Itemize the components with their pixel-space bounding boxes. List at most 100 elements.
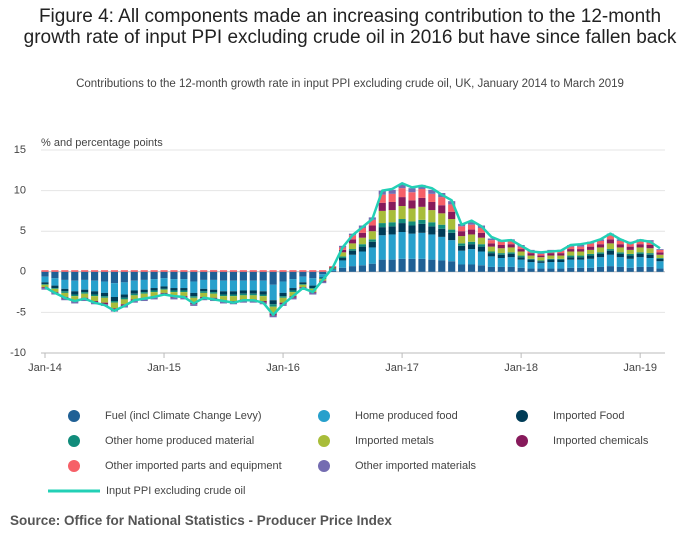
- bar: [110, 302, 119, 309]
- bar: [577, 255, 585, 258]
- bar: [368, 241, 376, 248]
- bar: [120, 282, 128, 295]
- bar: [339, 260, 347, 268]
- bar: [408, 192, 416, 201]
- bar: [339, 256, 347, 258]
- bar: [61, 271, 69, 280]
- y-tick-label: 15: [14, 144, 26, 156]
- bar: [81, 270, 89, 272]
- bar: [438, 228, 446, 237]
- bar: [408, 208, 416, 222]
- bar: [279, 281, 287, 293]
- bar: [100, 281, 109, 293]
- bar: [41, 284, 49, 288]
- bar: [130, 293, 138, 296]
- bar: [279, 270, 287, 272]
- bar: [219, 291, 228, 295]
- bar: [249, 295, 257, 300]
- bar: [418, 188, 426, 198]
- bar: [279, 296, 287, 298]
- bar: [577, 251, 585, 256]
- bar: [398, 258, 406, 272]
- bar: [110, 296, 119, 302]
- bar: [61, 298, 69, 301]
- bar: [81, 299, 89, 302]
- y-tick-label: 10: [14, 185, 26, 197]
- bar: [487, 256, 495, 267]
- bar: [458, 231, 466, 237]
- bar: [289, 270, 297, 272]
- bar: [200, 279, 208, 289]
- bar: [259, 280, 267, 292]
- bar: [527, 259, 535, 263]
- bar: [229, 291, 238, 295]
- legend-label: Home produced food: [355, 410, 458, 422]
- bar: [388, 234, 396, 260]
- bar: [180, 271, 188, 280]
- bar: [448, 261, 456, 272]
- bar: [458, 243, 466, 246]
- bar: [289, 297, 297, 300]
- bar: [51, 288, 59, 289]
- bar: [507, 240, 515, 245]
- bar: [71, 301, 79, 304]
- bar: [289, 292, 297, 297]
- bar: [636, 244, 644, 248]
- chart-subtitle: Contributions to the 12-month growth rat…: [76, 78, 624, 90]
- bar: [656, 252, 664, 255]
- bar: [309, 288, 317, 289]
- bar: [418, 223, 426, 233]
- bar: [339, 267, 347, 272]
- bar: [348, 249, 357, 251]
- bar: [626, 253, 634, 256]
- bar: [378, 223, 386, 228]
- bar: [378, 227, 386, 236]
- bar: [477, 227, 486, 233]
- bar: [448, 240, 456, 262]
- bar: [507, 244, 515, 248]
- bar: [249, 290, 257, 294]
- legend-label: Fuel (incl Climate Change Levy): [105, 410, 262, 422]
- bar: [557, 258, 565, 260]
- x-tick-label: Jan-14: [28, 362, 62, 374]
- bar: [567, 257, 575, 260]
- bar: [428, 189, 436, 194]
- bar: [497, 257, 505, 267]
- bar: [329, 269, 337, 271]
- bar: [388, 193, 396, 202]
- bar: [418, 197, 426, 207]
- bar: [180, 288, 188, 291]
- bar: [378, 202, 386, 211]
- bar: [487, 251, 495, 254]
- bar: [428, 201, 436, 211]
- bar: [428, 222, 436, 227]
- bar: [537, 260, 545, 262]
- bar: [81, 279, 89, 290]
- bar: [71, 291, 79, 295]
- bar: [596, 266, 605, 272]
- bar: [309, 270, 317, 272]
- bar: [537, 261, 545, 263]
- x-tick-label: Jan-18: [504, 362, 538, 374]
- bar: [180, 297, 188, 300]
- bar: [249, 270, 257, 272]
- bar: [517, 246, 525, 250]
- bar: [81, 271, 89, 280]
- bar: [557, 268, 565, 272]
- bar: [140, 289, 148, 293]
- bar: [160, 288, 168, 290]
- bar: [180, 270, 188, 272]
- bar: [91, 280, 99, 292]
- bar: [219, 280, 228, 292]
- bar: [229, 296, 238, 302]
- bar: [120, 271, 128, 283]
- bar: [279, 292, 287, 297]
- bar: [596, 247, 605, 253]
- bar: [487, 266, 495, 272]
- legend-marker: [68, 460, 80, 472]
- bar: [91, 291, 99, 295]
- bar: [517, 255, 525, 258]
- bar: [170, 288, 178, 291]
- bar: [577, 267, 585, 272]
